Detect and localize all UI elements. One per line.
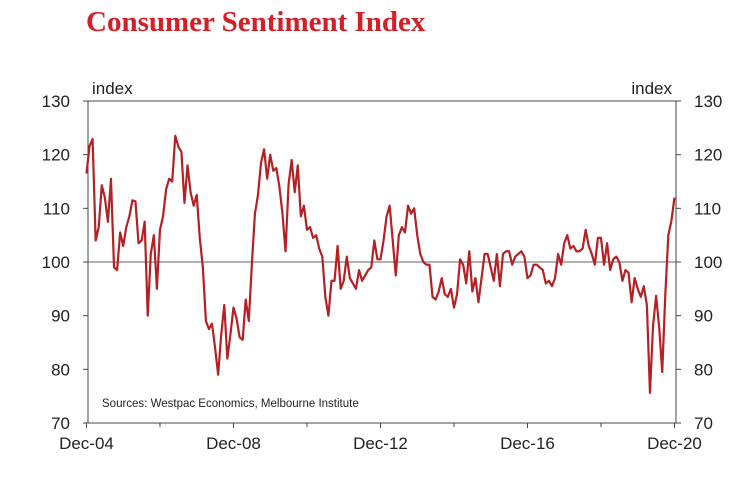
right-y-tick-label: 110 <box>694 199 721 218</box>
chart-title: Consumer Sentiment Index <box>86 6 426 38</box>
right-y-tick-label: 100 <box>694 253 722 272</box>
left-y-tick-label: 90 <box>51 307 70 326</box>
right-y-tick-label: 120 <box>694 146 722 165</box>
sentiment-series-line <box>85 134 676 395</box>
left-y-tick-label: 130 <box>42 92 70 111</box>
source-note: Sources: Westpac Economics, Melbourne In… <box>102 398 359 410</box>
right-y-tick-label: 90 <box>694 307 713 326</box>
x-tick-label: Dec-08 <box>206 434 261 453</box>
x-tick-label: Dec-20 <box>647 434 702 453</box>
left-y-tick-label: 120 <box>42 146 70 165</box>
x-tick-label: Dec-04 <box>59 434 114 453</box>
x-tick-label: Dec-16 <box>500 434 555 453</box>
left-y-tick-label: 110 <box>43 199 70 218</box>
right-y-tick-label: 80 <box>694 360 713 379</box>
left-y-tick-label: 70 <box>51 414 70 433</box>
left-axis-unit-label: index <box>92 79 133 98</box>
x-tick-label: Dec-12 <box>353 434 408 453</box>
left-y-tick-label: 100 <box>42 253 70 272</box>
right-axis-unit-label: index <box>631 79 672 98</box>
right-y-tick-label: 70 <box>694 414 713 433</box>
left-y-tick-label: 80 <box>51 360 70 379</box>
right-y-tick-label: 130 <box>694 92 722 111</box>
